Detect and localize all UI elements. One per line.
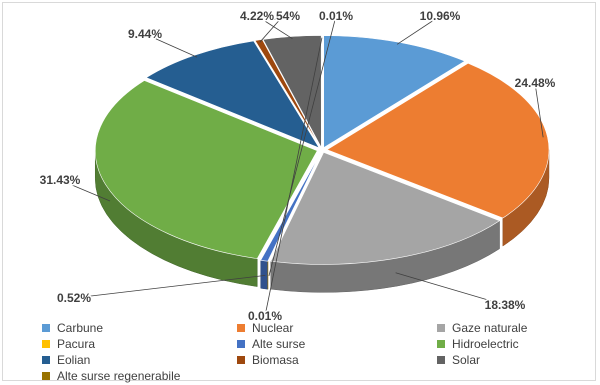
data-label: 9.44% (128, 27, 162, 41)
legend-swatch (42, 356, 50, 364)
pie-slice-carbune (323, 35, 466, 149)
data-label: 10.96% (420, 9, 461, 23)
pie-slice-eolian (145, 40, 320, 149)
pie-slice-solar (262, 35, 322, 148)
legend-label: Alte surse (252, 337, 306, 351)
legend-label: Gaze naturale (452, 321, 528, 335)
legend-item: Pacura (42, 336, 95, 352)
data-label: 0.54% (266, 9, 300, 23)
data-label: 0.52% (57, 291, 91, 305)
pie-slice-nuclear (326, 62, 550, 219)
legend-swatch (437, 356, 445, 364)
legend-item: Solar (437, 352, 480, 368)
legend-swatch (437, 340, 445, 348)
legend-item: Biomasa (237, 352, 299, 368)
legend-label: Solar (452, 353, 481, 367)
leader-line (268, 15, 337, 276)
pie-chart: 10.96% 24.48% 18.38% 0.01% 0.52% 31.43% 9.44% 0… (38, 8, 557, 321)
legend-label: Alte surse regenerabile (57, 369, 181, 383)
legend-label: Hidroelectric (452, 337, 519, 351)
data-label: 0.01% (248, 309, 282, 320)
legend-swatch (42, 324, 50, 332)
legend-label: Pacura (57, 337, 96, 351)
data-label: 18.38% (485, 298, 526, 312)
leader-line (256, 15, 293, 40)
leader-line (73, 274, 266, 299)
pie-slice-gaze-naturale (270, 152, 501, 265)
legend-label: Eolian (57, 353, 91, 367)
leader-line (534, 82, 544, 138)
legend-label: Nuclear (252, 321, 294, 335)
leader-line (395, 272, 506, 306)
legend-swatch (237, 340, 245, 348)
legend-item: Alte surse regenerabile (42, 368, 180, 384)
data-label: 31.43% (40, 173, 81, 187)
legend-item: Alte surse (237, 336, 305, 352)
data-label: 24.48% (515, 76, 556, 90)
legend-swatch (237, 324, 245, 332)
legend-swatch (437, 324, 445, 332)
pie-slice-hidroelectric (94, 80, 318, 259)
legend-swatch (42, 372, 50, 380)
legend-item: Gaze naturale (437, 320, 527, 336)
leader-line (59, 179, 111, 202)
legend-item: Hidroelectric (437, 336, 519, 352)
legend-label: Carbune (57, 321, 104, 335)
legend-item: Eolian (42, 352, 90, 368)
legend-swatch (42, 340, 50, 348)
legend-label: Biomasa (252, 353, 299, 367)
legend-swatch (237, 356, 245, 364)
leader-line (396, 15, 441, 45)
data-label: 0.01% (319, 9, 353, 23)
legend-item: Nuclear (237, 320, 293, 336)
leader-line (259, 15, 284, 43)
legend-item: Carbune (42, 320, 103, 336)
leader-line (264, 37, 323, 317)
pie-slice-side-alte-surse (260, 259, 268, 290)
leader-line (144, 33, 198, 58)
data-label: 4.22% (240, 9, 274, 23)
pie-slice-alte-surse (260, 152, 321, 262)
